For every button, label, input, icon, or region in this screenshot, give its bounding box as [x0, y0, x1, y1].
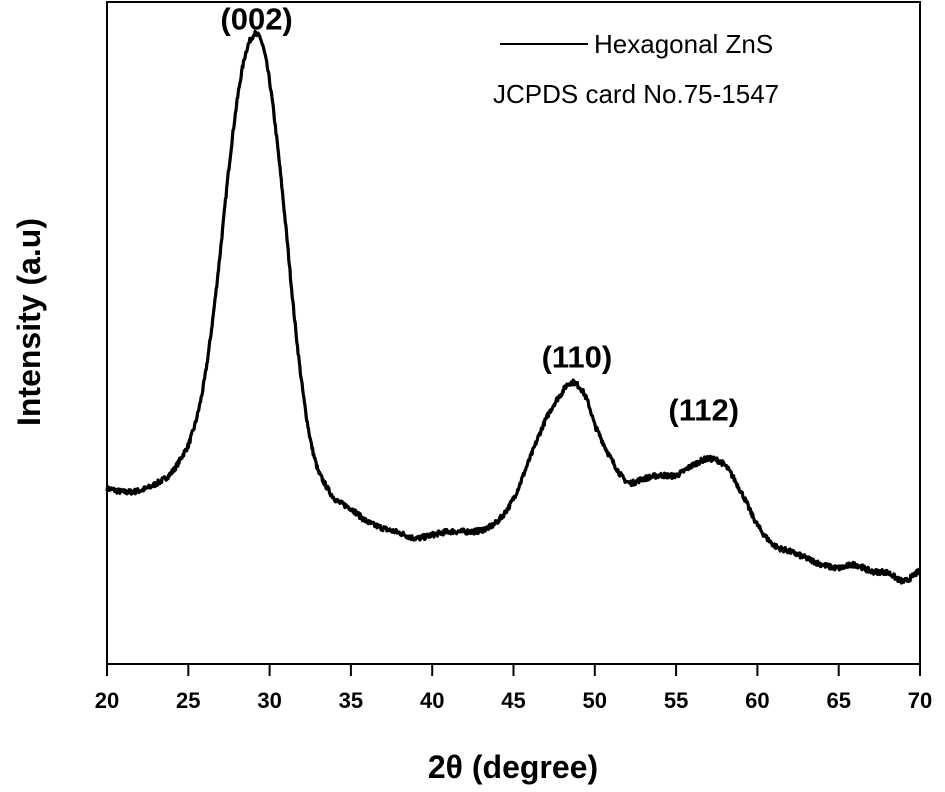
- x-axis-tick-labels: 20 25 30 35 40 45 50 55 60 65 70: [95, 688, 932, 713]
- x-axis-ticks: [106, 664, 921, 676]
- x-tick-label: 25: [176, 688, 200, 713]
- x-tick-label: 20: [95, 688, 119, 713]
- series-line-hexagonal-zns: [105, 29, 922, 585]
- y-axis-title: Intensity (a.u): [11, 218, 47, 426]
- x-tick-label: 70: [908, 688, 932, 713]
- x-tick-label: 30: [257, 688, 281, 713]
- x-tick-label: 40: [420, 688, 444, 713]
- plot-frame: [106, 1, 921, 665]
- legend-entry-series: Hexagonal ZnS: [594, 29, 773, 59]
- x-tick-label: 55: [664, 688, 688, 713]
- peak-annotations: (002) (110) (112): [220, 2, 739, 428]
- x-tick-label: 35: [339, 688, 363, 713]
- peak-label: (110): [542, 339, 613, 374]
- x-tick-label: 45: [501, 688, 525, 713]
- legend-entry-reference: JCPDS card No.75-1547: [493, 79, 779, 109]
- x-axis-title: 2θ (degree): [428, 749, 598, 785]
- x-tick-label: 60: [745, 688, 769, 713]
- peak-label: (002): [220, 2, 292, 37]
- x-tick-label: 50: [583, 688, 607, 713]
- legend: Hexagonal ZnS JCPDS card No.75-1547: [493, 29, 779, 109]
- peak-label: (112): [668, 392, 739, 427]
- x-tick-label: 65: [826, 688, 850, 713]
